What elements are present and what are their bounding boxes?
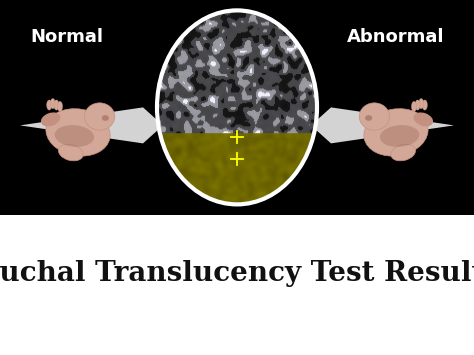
Ellipse shape bbox=[365, 115, 372, 121]
Ellipse shape bbox=[46, 100, 52, 110]
Ellipse shape bbox=[50, 99, 55, 109]
Ellipse shape bbox=[419, 99, 424, 109]
Ellipse shape bbox=[41, 113, 60, 126]
Ellipse shape bbox=[55, 125, 94, 147]
Ellipse shape bbox=[380, 125, 419, 147]
Polygon shape bbox=[20, 107, 163, 143]
Ellipse shape bbox=[411, 102, 417, 111]
Bar bbox=[0, 0, 474, 215]
Ellipse shape bbox=[391, 144, 416, 161]
Text: Abnormal: Abnormal bbox=[346, 28, 444, 46]
Ellipse shape bbox=[359, 103, 390, 130]
Ellipse shape bbox=[414, 113, 433, 126]
Ellipse shape bbox=[57, 102, 63, 111]
Polygon shape bbox=[311, 107, 454, 143]
Ellipse shape bbox=[54, 100, 59, 110]
Ellipse shape bbox=[157, 10, 317, 204]
Ellipse shape bbox=[84, 103, 115, 130]
Ellipse shape bbox=[58, 144, 83, 161]
Text: Nuchal Translucency Test Results: Nuchal Translucency Test Results bbox=[0, 260, 474, 287]
Ellipse shape bbox=[415, 100, 420, 110]
Ellipse shape bbox=[102, 115, 109, 121]
Ellipse shape bbox=[422, 100, 428, 110]
Text: Normal: Normal bbox=[30, 28, 103, 46]
Ellipse shape bbox=[364, 109, 428, 156]
Ellipse shape bbox=[46, 109, 110, 156]
Bar bbox=[0, 215, 474, 355]
